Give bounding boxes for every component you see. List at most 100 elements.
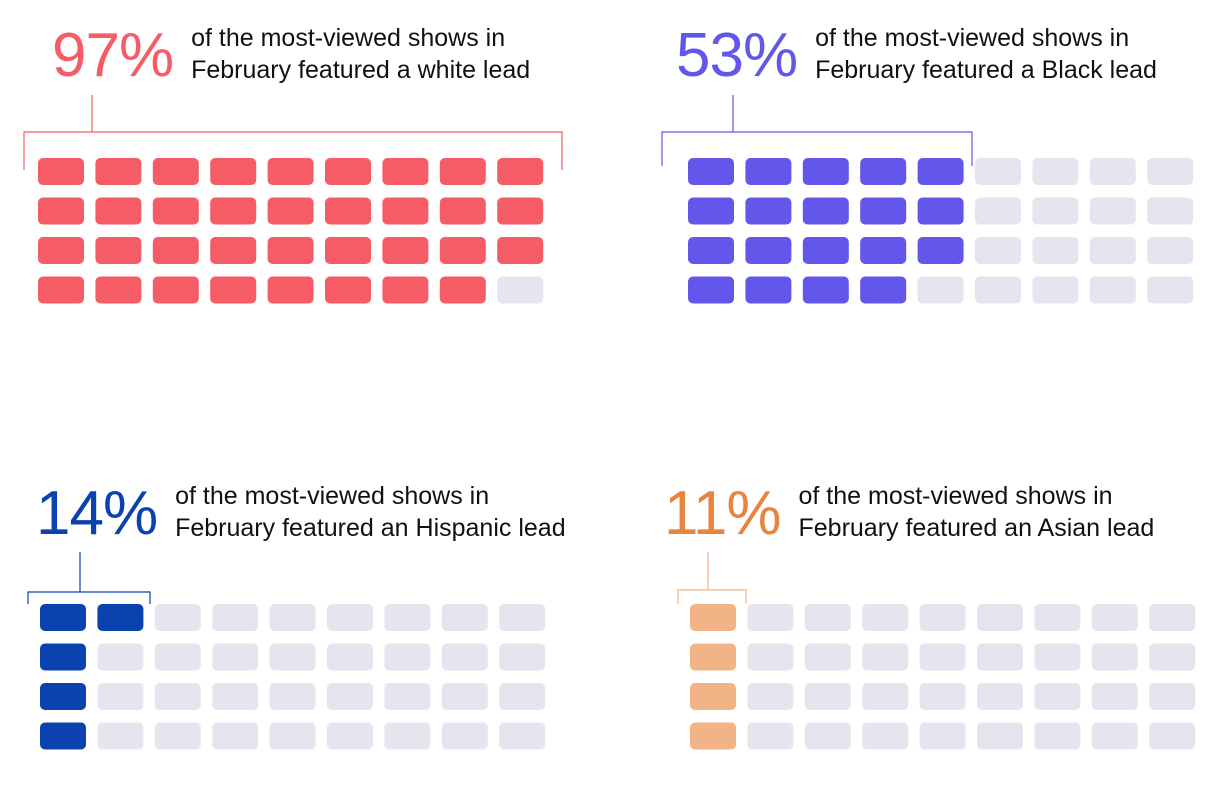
- waffle-cell-empty: [1091, 643, 1138, 671]
- waffle-cell-filled: [38, 276, 84, 304]
- headline: 14% of the most-viewed shows in February…: [36, 479, 566, 548]
- waffle-cell-filled: [40, 722, 86, 750]
- waffle-cell-filled: [690, 722, 736, 750]
- waffle-cell-empty: [919, 643, 966, 671]
- waffle-cell-empty: [97, 722, 144, 750]
- waffle-cell-empty: [1034, 604, 1081, 631]
- waffle-cell-filled: [267, 276, 314, 304]
- waffle-cell-filled: [745, 237, 792, 264]
- waffle-cell-filled: [38, 197, 84, 225]
- waffle-cell-empty: [1032, 158, 1079, 185]
- waffle-cell-empty: [154, 604, 201, 631]
- waffle-cell-empty: [919, 722, 966, 750]
- waffle-cell-empty: [862, 722, 909, 750]
- description: of the most-viewed shows in February fea…: [815, 22, 1157, 86]
- waffle-cell-filled: [917, 197, 964, 225]
- waffle-cell-filled: [267, 158, 314, 185]
- waffle-cell-filled: [40, 683, 86, 710]
- waffle-cell-filled: [210, 276, 257, 304]
- waffle-cell-filled: [38, 158, 84, 185]
- waffle-cell-empty: [384, 643, 431, 671]
- waffle-cell-filled: [325, 197, 371, 225]
- waffle-cell-empty: [1091, 604, 1138, 631]
- waffle-panel-black: 53% of the most-viewed shows in February…: [650, 0, 1210, 340]
- bracket: [661, 131, 973, 166]
- waffle-cell-filled: [210, 237, 257, 264]
- waffle-grid: [23, 95, 563, 304]
- waffle-cell-filled: [38, 237, 84, 264]
- waffle-cell-empty: [1149, 683, 1196, 710]
- waffle-cell-filled: [325, 237, 371, 264]
- waffle-cell-empty: [441, 683, 488, 710]
- waffle-cell-empty: [1091, 683, 1138, 710]
- waffle-cell-filled: [152, 237, 199, 264]
- waffle-cell-empty: [804, 722, 851, 750]
- waffle-cell-empty: [327, 643, 373, 671]
- waffle-cell-filled: [745, 158, 792, 185]
- percentage-value: 53%: [676, 21, 798, 90]
- waffle-cell-filled: [152, 276, 199, 304]
- waffle-cell-empty: [1149, 643, 1196, 671]
- waffle-cell-filled: [95, 158, 142, 185]
- waffle-cell-filled: [210, 158, 257, 185]
- waffle-cell-filled: [688, 197, 734, 225]
- waffle-cell-filled: [802, 276, 849, 304]
- waffle-cell-empty: [384, 722, 431, 750]
- waffle-cell-empty: [1034, 643, 1081, 671]
- waffle-cell-empty: [327, 604, 373, 631]
- waffle-cell-filled: [152, 197, 199, 225]
- waffle-cell-empty: [1032, 276, 1079, 304]
- waffle-cell-empty: [1147, 237, 1194, 264]
- percentage-value: 97%: [52, 21, 174, 90]
- waffle-cell-filled: [40, 604, 86, 631]
- waffle-cell-empty: [747, 722, 794, 750]
- percentage-value: 14%: [36, 479, 158, 548]
- waffle-cell-filled: [860, 158, 907, 185]
- waffle-cell-empty: [977, 604, 1023, 631]
- headline: 53% of the most-viewed shows in February…: [676, 21, 1157, 90]
- waffle-cell-empty: [212, 604, 259, 631]
- waffle-cell-empty: [97, 683, 144, 710]
- description-line-2: February featured a Black lead: [815, 56, 1157, 84]
- waffle-cell-filled: [382, 276, 429, 304]
- waffle-cell-empty: [212, 722, 259, 750]
- waffle-cell-filled: [267, 197, 314, 225]
- waffle-cell-empty: [269, 683, 316, 710]
- waffle-cell-filled: [152, 158, 199, 185]
- description: of the most-viewed shows in February fea…: [799, 480, 1155, 544]
- waffle-cell-filled: [267, 237, 314, 264]
- waffle-cell-empty: [977, 643, 1023, 671]
- waffle-cell-filled: [690, 643, 736, 671]
- waffle-cell-empty: [975, 276, 1021, 304]
- waffle-cell-empty: [747, 604, 794, 631]
- waffle-cell-filled: [382, 237, 429, 264]
- waffle-cell-empty: [1149, 604, 1196, 631]
- waffle-cell-empty: [1032, 237, 1079, 264]
- waffle-cell-filled: [95, 276, 142, 304]
- waffle-cell-empty: [1147, 197, 1194, 225]
- bracket: [23, 131, 563, 170]
- waffle-cell-filled: [382, 197, 429, 225]
- waffle-cell-empty: [1091, 722, 1138, 750]
- waffle-panel-white: 97% of the most-viewed shows in February…: [0, 0, 563, 340]
- waffle-cell-empty: [975, 237, 1021, 264]
- waffle-cell-empty: [384, 604, 431, 631]
- waffle-cell-empty: [747, 683, 794, 710]
- waffle-cell-empty: [862, 643, 909, 671]
- waffle-cell-filled: [745, 276, 792, 304]
- waffle-cell-empty: [804, 604, 851, 631]
- waffle-panel-hispanic: 14% of the most-viewed shows in February…: [0, 450, 566, 790]
- waffle-cell-empty: [919, 604, 966, 631]
- waffle-cell-filled: [497, 197, 544, 225]
- waffle-cell-empty: [441, 604, 488, 631]
- waffle-cell-filled: [95, 237, 142, 264]
- waffle-cell-filled: [690, 683, 736, 710]
- description-line-1: of the most-viewed shows in: [175, 482, 490, 510]
- waffle-cell-empty: [499, 604, 546, 631]
- waffle-cell-empty: [975, 197, 1021, 225]
- waffle-cell-empty: [977, 683, 1023, 710]
- waffle-grid: [661, 95, 1194, 304]
- description: of the most-viewed shows in February fea…: [175, 480, 566, 544]
- waffle-cell-empty: [269, 604, 316, 631]
- percentage-value: 11%: [664, 479, 781, 548]
